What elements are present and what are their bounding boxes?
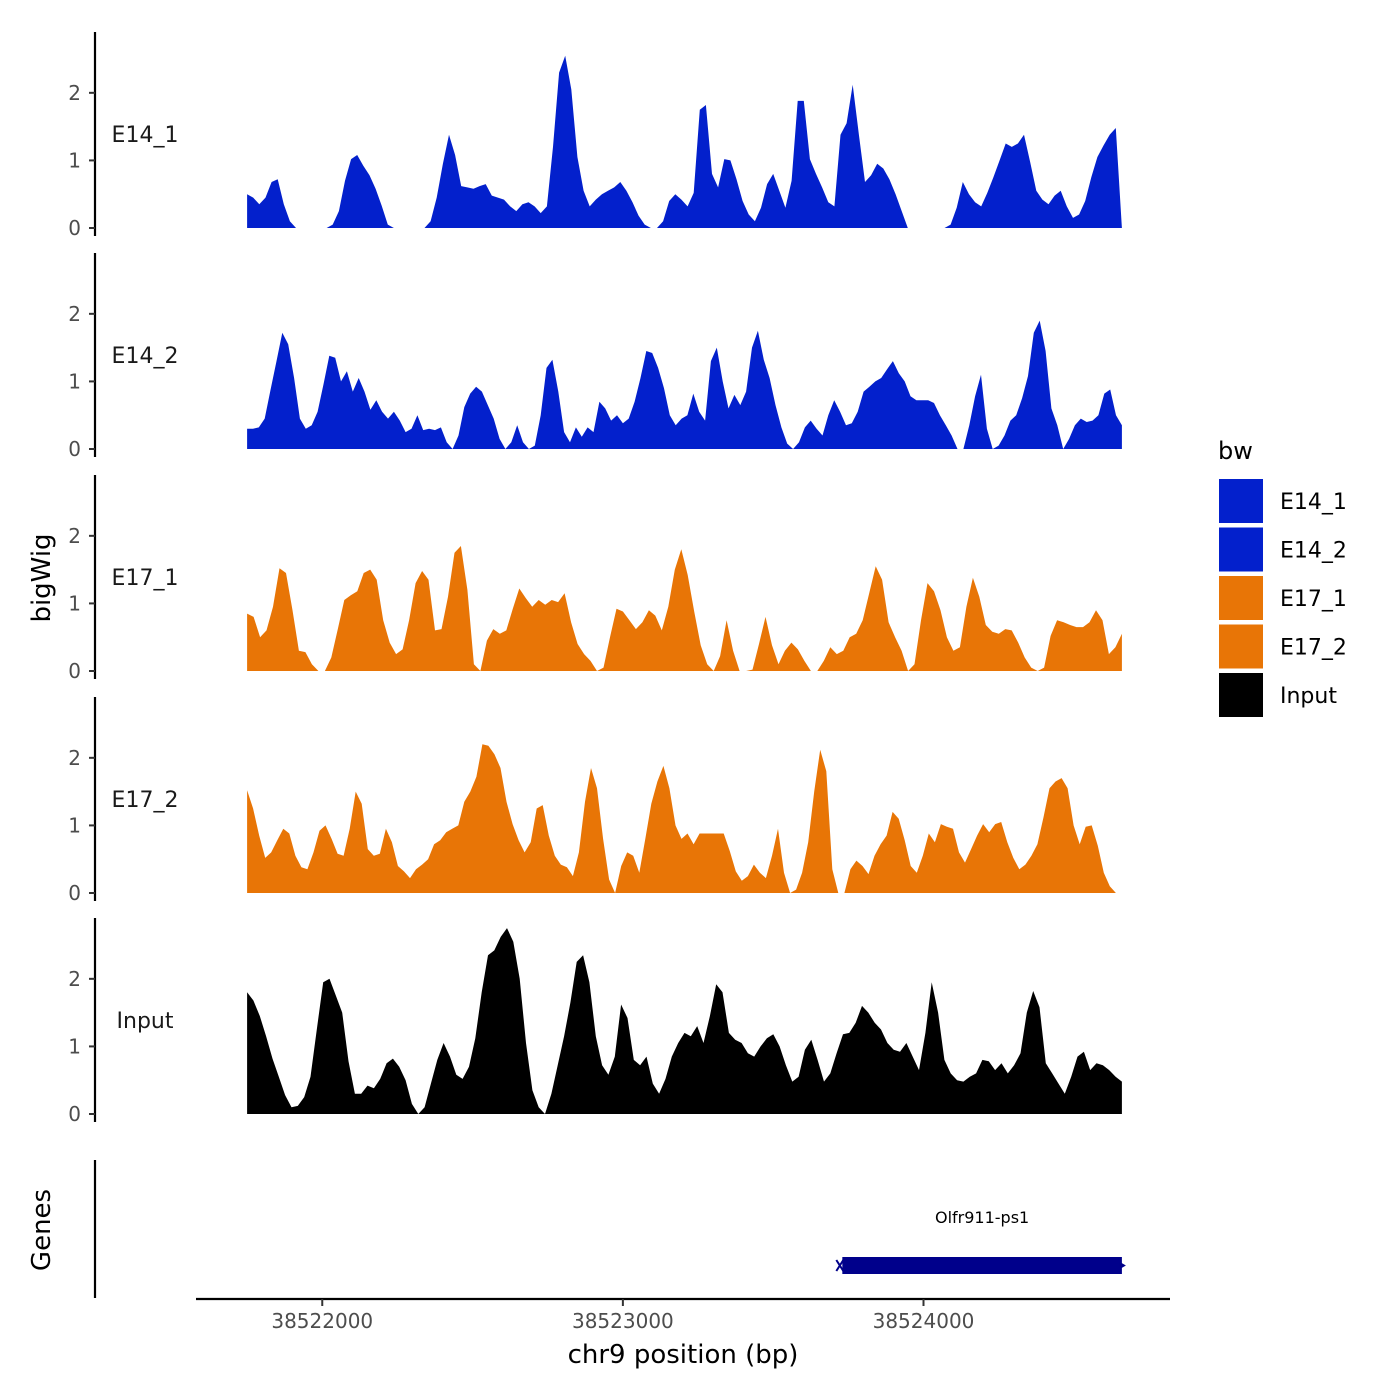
legend-label: E14_2: [1280, 539, 1347, 564]
track-label: Input: [117, 1009, 174, 1034]
genes-panel-title: Genes: [27, 1189, 57, 1271]
x-tick-label: 38522000: [271, 1309, 373, 1333]
gene-label: Olfr911-ps1: [935, 1208, 1029, 1227]
signal-area-e14-2: [247, 320, 1122, 449]
legend-swatch: [1219, 624, 1263, 669]
y-tick-label: 1: [68, 369, 81, 393]
track-panel-input: 0 1 2 Input: [68, 918, 1122, 1126]
signal-area-e17-2: [247, 744, 1122, 893]
y-tick-label: 2: [68, 967, 81, 991]
legend-label: Input: [1280, 684, 1337, 709]
track-label: E14_2: [112, 344, 179, 369]
legend-swatch: [1219, 576, 1263, 620]
track-panel-e17-1: 0 1 2 E17_1: [68, 475, 1122, 683]
gene-body: [842, 1257, 1122, 1274]
track-label: E17_2: [112, 788, 179, 813]
legend-entry-e14-1: E14_1: [1219, 479, 1347, 523]
track-label: E14_1: [112, 123, 179, 148]
gene-panel: Olfr911-ps1: [93, 1160, 1126, 1298]
y-axis-title: bigWig: [27, 533, 57, 622]
legend-title: bw: [1218, 437, 1253, 465]
legend-label: E17_1: [1280, 587, 1347, 612]
legend: bw E14_1 E14_2 E17_1 E17_2 Input: [1218, 437, 1347, 717]
y-tick-label: 2: [68, 81, 81, 105]
track-panel-e17-2: 0 1 2 E17_2: [68, 697, 1122, 905]
x-axis: 38522000 38523000 38524000: [196, 1297, 1170, 1333]
y-tick-label: 2: [68, 524, 81, 548]
legend-swatch: [1219, 527, 1263, 572]
legend-entry-input: Input: [1219, 673, 1337, 717]
legend-entry-e14-2: E14_2: [1219, 527, 1347, 572]
y-tick-label: 2: [68, 302, 81, 326]
signal-area-e17-1: [247, 546, 1122, 671]
y-tick-label: 0: [68, 437, 81, 461]
legend-entry-e17-1: E17_1: [1219, 576, 1347, 620]
y-tick-label: 2: [68, 746, 81, 770]
y-tick-label: 1: [68, 148, 81, 172]
legend-label: E14_1: [1280, 490, 1347, 515]
track-panel-e14-2: 0 1 2 E14_2: [68, 253, 1122, 461]
y-tick-label: 0: [68, 1102, 81, 1126]
gene-end-marker: [1119, 1262, 1126, 1269]
gene-olfr911-ps1: Olfr911-ps1: [835, 1208, 1126, 1274]
x-tick-label: 38523000: [572, 1309, 674, 1333]
y-tick-label: 1: [68, 813, 81, 837]
track-label: E17_1: [112, 566, 179, 591]
y-tick-label: 1: [68, 1034, 81, 1058]
tracks-layer: 0 1 2 E14_1 0 1 2 E14_2 0 1 2 E17_1 0 1 2 E17_2 0 1 2 Input: [68, 32, 1122, 1126]
y-tick-label: 0: [68, 659, 81, 683]
signal-area-e14-1: [247, 55, 1122, 229]
signal-area-input: [247, 928, 1122, 1114]
y-tick-label: 0: [68, 881, 81, 905]
legend-entry-e17-2: E17_2: [1219, 624, 1347, 669]
legend-label: E17_2: [1280, 636, 1347, 661]
x-tick-label: 38524000: [873, 1309, 975, 1333]
y-tick-label: 0: [68, 216, 81, 240]
legend-swatch: [1219, 673, 1263, 717]
gene-strand-marker: [835, 1259, 845, 1272]
y-tick-label: 1: [68, 591, 81, 615]
track-panel-e14-1: 0 1 2 E14_1: [68, 32, 1122, 240]
x-axis-title: chr9 position (bp): [568, 1340, 799, 1370]
legend-swatch: [1219, 479, 1263, 523]
